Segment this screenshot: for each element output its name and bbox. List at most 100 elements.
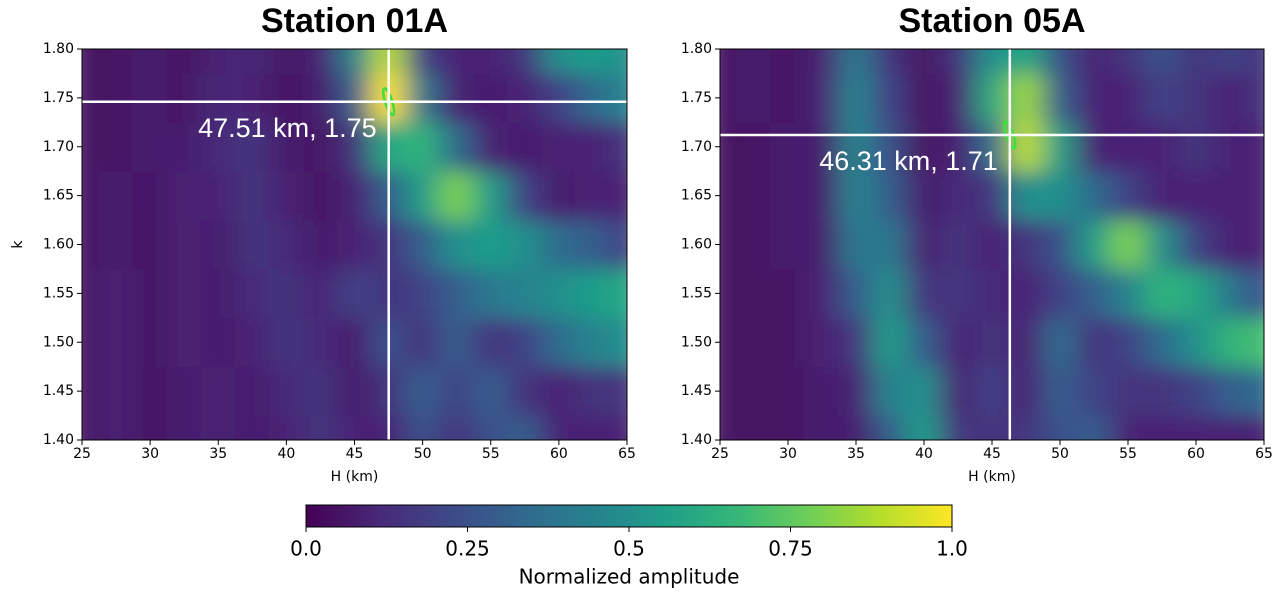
heatmap-cell xyxy=(234,219,270,270)
heatmap-cell xyxy=(507,317,543,368)
heatmap-cell xyxy=(872,121,908,172)
heatmap-cell xyxy=(166,268,202,319)
heatmap-cell xyxy=(507,219,543,270)
heatmap-cell xyxy=(98,170,134,221)
y-tick-label: 1.70 xyxy=(681,139,712,155)
heatmap-cell xyxy=(770,415,806,440)
heatmap-cell xyxy=(98,317,134,368)
heatmap-cell xyxy=(906,72,942,123)
heatmap-cell xyxy=(200,366,236,417)
heatmap-cell xyxy=(336,170,373,221)
heatmap-cell xyxy=(166,49,202,74)
heatmap-cell xyxy=(1144,72,1180,123)
x-tick-label: 50 xyxy=(1051,446,1069,462)
x-tick-label: 60 xyxy=(1187,446,1205,462)
heatmap-cell xyxy=(872,219,908,270)
heatmap-cell xyxy=(98,121,134,172)
heatmap-cell xyxy=(1076,121,1112,172)
heatmap-cell xyxy=(1042,415,1078,440)
heatmap-cell xyxy=(439,170,475,221)
heatmap-cell xyxy=(575,121,611,172)
heatmap-cell xyxy=(473,121,509,172)
heatmap-cell xyxy=(234,268,270,319)
heatmap-cell xyxy=(838,219,874,270)
heatmap-cell xyxy=(838,317,874,368)
x-axis-label: H (km) xyxy=(968,469,1016,485)
heatmap-cell xyxy=(1178,219,1214,270)
heatmap-cell xyxy=(405,317,441,368)
heatmap-cell xyxy=(804,415,840,440)
heatmap-cell xyxy=(770,121,806,172)
heatmap-cell xyxy=(1110,121,1146,172)
heatmap-cell xyxy=(974,268,1010,319)
heatmap-cell xyxy=(736,121,772,172)
heatmap-cell xyxy=(234,415,270,440)
heatmap-cell xyxy=(541,49,577,74)
chart-title: Station 01A xyxy=(261,2,448,40)
x-tick-label: 25 xyxy=(711,446,729,462)
heatmap-cell xyxy=(1042,366,1078,417)
heatmap-cell xyxy=(302,72,338,123)
heatmap-cell xyxy=(302,49,338,74)
heatmap-cell xyxy=(302,317,338,368)
heatmap-cell xyxy=(473,268,509,319)
heatmap-cell xyxy=(1110,268,1146,319)
heatmap-cell xyxy=(1008,415,1044,440)
heatmap-cell xyxy=(736,72,772,123)
colorbar-tick-label: 0.0 xyxy=(290,537,322,561)
heatmap-cell xyxy=(838,170,874,221)
heatmap-cell xyxy=(1178,268,1214,319)
heatmap-cell xyxy=(234,317,270,368)
heatmap-cell xyxy=(439,268,475,319)
y-tick-label: 1.80 xyxy=(681,41,712,57)
heatmap-cell xyxy=(541,415,577,440)
heatmap-cell xyxy=(82,121,100,172)
heatmap-cell xyxy=(974,49,1010,74)
y-tick-label: 1.50 xyxy=(681,334,712,350)
heatmap-cell xyxy=(804,268,840,319)
heatmap-cell xyxy=(473,49,509,74)
heatmap-cell xyxy=(906,317,942,368)
heatmap-cell xyxy=(166,415,202,440)
heatmap-cell xyxy=(541,72,577,123)
heatmap-cell xyxy=(336,317,373,368)
heatmap-cell xyxy=(974,219,1010,270)
heatmap-cell xyxy=(974,415,1010,440)
heatmap-cell xyxy=(940,366,976,417)
heatmap-cell xyxy=(439,219,475,270)
x-tick-label: 55 xyxy=(482,446,500,462)
heatmap-cell xyxy=(473,415,509,440)
heatmap-cell xyxy=(166,219,202,270)
heatmap-cell xyxy=(575,415,611,440)
heatmap-cell xyxy=(1212,49,1248,74)
heatmap-cell xyxy=(507,415,543,440)
heatmap-cell xyxy=(609,268,627,319)
heatmap-cell xyxy=(336,49,373,74)
colorbar-tick-label: 0.25 xyxy=(445,537,490,561)
heatmap-cell xyxy=(609,219,627,270)
heatmap-cell xyxy=(575,366,611,417)
heatmap-cell xyxy=(940,415,976,440)
heatmap-cell xyxy=(1246,415,1264,440)
heatmap-cell xyxy=(872,366,908,417)
heatmap-cell xyxy=(1246,72,1264,123)
heatmap-cell xyxy=(804,317,840,368)
heatmap-cell xyxy=(720,72,738,123)
heatmap-cell xyxy=(575,317,611,368)
heatmap-cell xyxy=(82,170,100,221)
heatmap-cell xyxy=(82,268,100,319)
heatmap-cell xyxy=(1110,366,1146,417)
heatmap-cell xyxy=(1042,317,1078,368)
heatmap-cell xyxy=(720,415,738,440)
y-tick-label: 1.55 xyxy=(681,285,712,301)
heatmap-cell xyxy=(804,219,840,270)
heatmap-cell xyxy=(770,72,806,123)
heatmap-cell xyxy=(302,121,338,172)
heatmap-cell xyxy=(872,415,908,440)
heatmap-cell xyxy=(1144,219,1180,270)
y-axis-label: k xyxy=(10,240,26,249)
heatmap-cell xyxy=(838,121,874,172)
heatmap-cell xyxy=(1212,415,1248,440)
